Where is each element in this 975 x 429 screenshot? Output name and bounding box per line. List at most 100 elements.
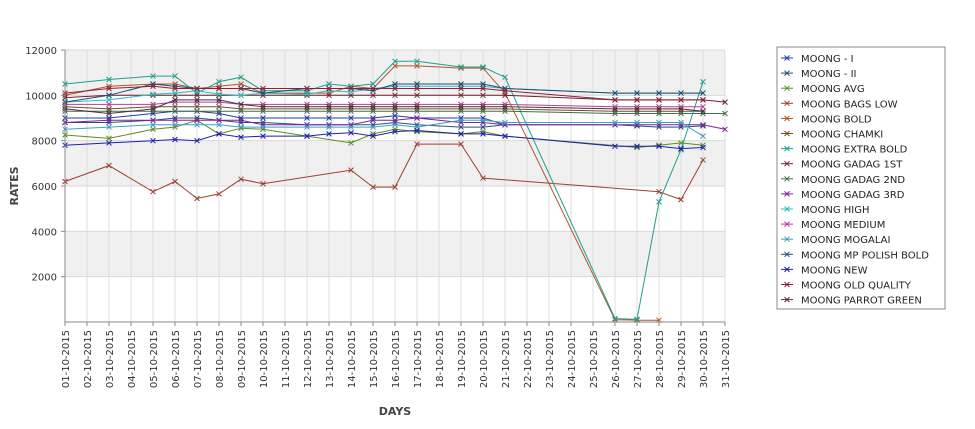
data-point bbox=[238, 81, 244, 87]
data-point bbox=[700, 121, 706, 128]
data-point bbox=[348, 121, 354, 128]
data-point bbox=[700, 103, 706, 110]
data-point bbox=[458, 108, 464, 115]
data-point bbox=[656, 199, 662, 205]
data-point bbox=[502, 108, 508, 115]
x-tick-label: 24-10-2015 bbox=[567, 330, 578, 388]
data-point bbox=[172, 124, 178, 130]
data-point bbox=[480, 106, 486, 112]
data-point bbox=[216, 110, 222, 117]
data-point bbox=[172, 90, 178, 96]
x-tick-label: 14-10-2015 bbox=[347, 330, 358, 388]
x-tick-label: 26-10-2015 bbox=[611, 330, 622, 388]
data-point bbox=[678, 110, 684, 117]
legend-item: MOONG OLD QUALITY bbox=[781, 281, 912, 292]
data-point bbox=[392, 112, 398, 119]
data-point bbox=[480, 92, 486, 99]
data-point bbox=[700, 142, 706, 149]
x-tick-label: 20-10-2015 bbox=[479, 330, 490, 388]
data-point bbox=[678, 90, 684, 96]
series-group bbox=[62, 83, 706, 103]
data-point bbox=[304, 133, 310, 139]
data-point bbox=[304, 103, 310, 110]
legend-label: MOONG - I bbox=[801, 54, 854, 65]
data-point bbox=[458, 117, 464, 124]
data-point bbox=[678, 97, 684, 103]
data-point bbox=[612, 103, 618, 110]
data-point bbox=[150, 91, 156, 98]
data-point bbox=[106, 92, 112, 99]
data-point bbox=[216, 83, 222, 90]
data-point bbox=[634, 106, 640, 112]
data-point bbox=[414, 141, 420, 147]
data-point bbox=[502, 119, 508, 126]
x-axis-title: DAYS bbox=[379, 405, 412, 418]
data-point bbox=[260, 108, 266, 115]
data-point bbox=[150, 137, 156, 144]
data-point bbox=[612, 106, 618, 112]
data-point bbox=[502, 87, 508, 94]
data-point bbox=[194, 137, 200, 144]
data-point bbox=[612, 143, 618, 150]
legend-label: MOONG NEW bbox=[801, 265, 868, 276]
legend-marker bbox=[784, 70, 790, 76]
data-point bbox=[612, 119, 618, 126]
data-point bbox=[414, 101, 420, 108]
data-point bbox=[216, 103, 222, 110]
data-point bbox=[480, 175, 486, 181]
legend-label: MOONG MP POLISH BOLD bbox=[801, 250, 929, 261]
legend-item: MOONG EXTRA BOLD bbox=[781, 145, 908, 156]
data-point bbox=[678, 106, 684, 112]
legend-marker bbox=[784, 236, 790, 243]
data-point bbox=[348, 106, 354, 112]
legend-box bbox=[776, 46, 946, 310]
data-point bbox=[656, 108, 662, 115]
data-point bbox=[150, 126, 156, 133]
data-point bbox=[502, 106, 508, 112]
data-point bbox=[480, 81, 486, 87]
data-point bbox=[392, 106, 398, 112]
data-point bbox=[414, 63, 420, 69]
data-point bbox=[634, 316, 640, 323]
data-point bbox=[722, 99, 728, 105]
data-point bbox=[370, 184, 376, 190]
data-point bbox=[678, 145, 684, 152]
data-point bbox=[612, 110, 618, 117]
x-tick-label: 28-10-2015 bbox=[655, 330, 666, 388]
data-point bbox=[612, 97, 618, 103]
data-point bbox=[348, 140, 354, 146]
data-point bbox=[194, 87, 200, 94]
data-point bbox=[634, 108, 640, 115]
legend-item: MOONG BAGS LOW bbox=[781, 99, 898, 110]
legend-label: MOONG AVG bbox=[801, 84, 865, 95]
legend-label: MOONG GADAG 2ND bbox=[801, 175, 905, 186]
legend-item: MOONG AVG bbox=[781, 84, 865, 95]
series-line bbox=[64, 85, 703, 101]
legend-marker bbox=[784, 130, 790, 137]
x-tick-label: 29-10-2015 bbox=[677, 330, 688, 388]
x-tick-label: 01-10-2015 bbox=[61, 330, 72, 388]
x-tick-label: 18-10-2015 bbox=[435, 330, 446, 388]
legend-marker bbox=[784, 85, 790, 92]
data-point bbox=[414, 103, 420, 110]
legend-marker bbox=[784, 55, 790, 61]
data-point bbox=[392, 85, 398, 92]
data-point bbox=[348, 108, 354, 115]
data-point bbox=[480, 115, 486, 121]
series-group bbox=[62, 108, 728, 117]
data-point bbox=[238, 176, 244, 183]
data-point bbox=[106, 162, 112, 169]
legend-item: MOONG NEW bbox=[781, 265, 868, 276]
data-point bbox=[700, 157, 706, 163]
data-point bbox=[370, 115, 376, 121]
data-point bbox=[392, 117, 398, 124]
legend-marker bbox=[784, 281, 790, 288]
data-point bbox=[238, 106, 244, 112]
data-point bbox=[480, 124, 486, 130]
data-point bbox=[370, 133, 376, 139]
y-tick-label: 12000 bbox=[25, 46, 57, 57]
data-point bbox=[392, 184, 398, 190]
x-tick-label: 31-10-2015 bbox=[721, 330, 732, 388]
data-point bbox=[216, 121, 222, 128]
data-point bbox=[326, 106, 332, 112]
